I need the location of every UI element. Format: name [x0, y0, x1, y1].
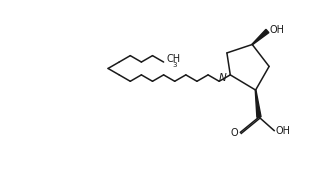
Polygon shape [252, 29, 269, 45]
Polygon shape [255, 90, 261, 117]
Text: 3: 3 [173, 62, 177, 68]
Text: N: N [219, 73, 227, 83]
Text: OH: OH [270, 25, 285, 35]
Text: CH: CH [166, 54, 180, 64]
Text: O: O [231, 128, 238, 138]
Text: OH: OH [276, 126, 291, 136]
